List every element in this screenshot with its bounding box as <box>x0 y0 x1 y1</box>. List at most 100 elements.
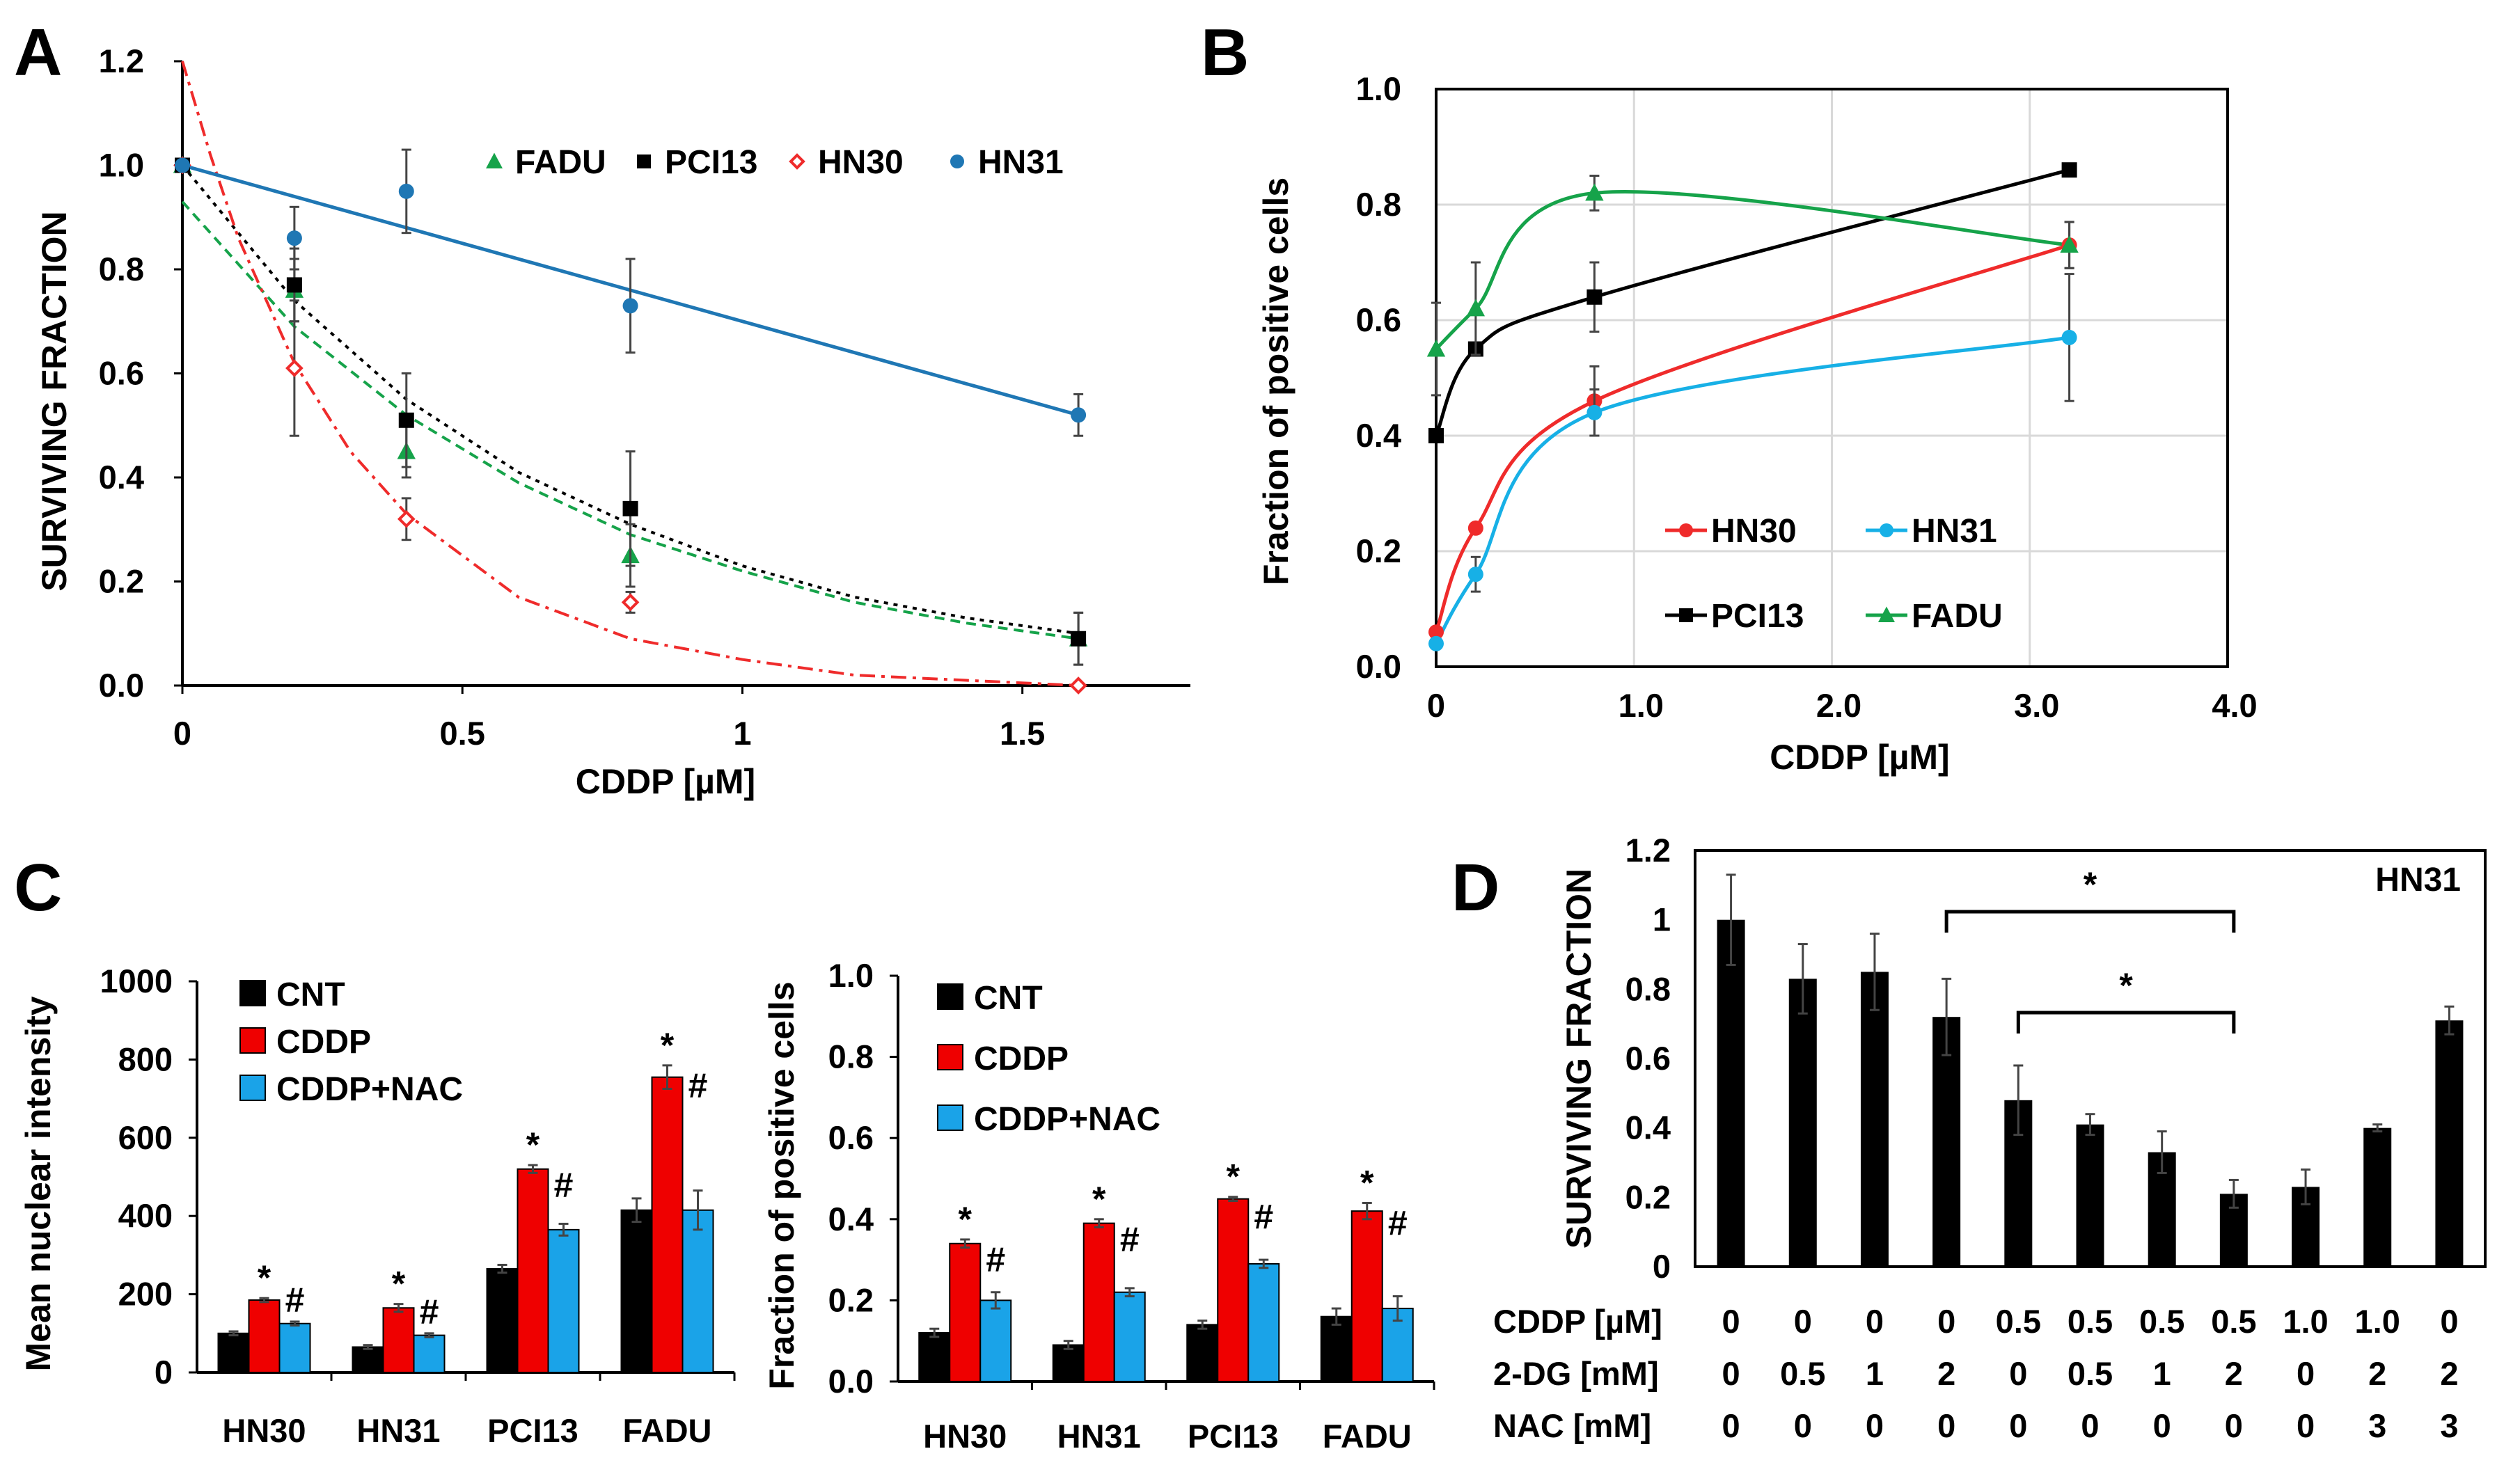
data-point <box>2061 162 2077 178</box>
y-tick-label: 0.2 <box>99 563 144 600</box>
bar <box>413 1334 446 1373</box>
bar <box>547 1228 580 1373</box>
bar <box>949 1242 982 1383</box>
y-tick-label: 200 <box>118 1276 173 1313</box>
condition-value: 3 <box>2368 1407 2386 1444</box>
data-point <box>286 230 302 246</box>
data-point <box>1071 407 1087 423</box>
bar <box>486 1268 519 1373</box>
bar <box>1932 1017 1961 1267</box>
y-axis-label: SURVIVING FRACTION <box>1559 869 1598 1249</box>
bar <box>2363 1127 2392 1267</box>
y-tick-label: 0.4 <box>99 459 144 496</box>
y-tick-label: 0 <box>1653 1248 1671 1285</box>
x-tick-label: 1 <box>733 715 751 752</box>
condition-value: 0.5 <box>1996 1303 2041 1340</box>
legend-label: CDDP+NAC <box>276 1071 463 1108</box>
bar <box>2435 1020 2464 1267</box>
data-point <box>1467 520 1483 536</box>
category-label: HN30 <box>923 1418 1007 1455</box>
bar <box>352 1346 384 1373</box>
y-tick-label: 0.8 <box>99 251 144 287</box>
y-tick-label: 0.4 <box>1356 417 1401 454</box>
y-tick-label: 0.0 <box>1356 648 1401 685</box>
legend-label: CDDP <box>974 1040 1069 1077</box>
category-label: HN31 <box>356 1412 440 1449</box>
bar <box>248 1299 281 1374</box>
condition-value: 0 <box>2081 1407 2099 1444</box>
condition-value: 0 <box>2009 1407 2027 1444</box>
data-point <box>1466 299 1486 317</box>
legend-marker <box>637 155 651 168</box>
fit-line <box>181 61 1079 687</box>
condition-value: 2 <box>1937 1355 1955 1392</box>
legend-label: FADU <box>515 144 606 181</box>
condition-value: 0 <box>2225 1407 2243 1444</box>
category-label: FADU <box>1323 1418 1412 1455</box>
bar <box>918 1332 951 1383</box>
x-tick-label: 2.0 <box>1816 687 1861 724</box>
data-point <box>397 509 416 528</box>
bar <box>1860 972 1889 1267</box>
condition-value: 0 <box>2009 1355 2027 1392</box>
condition-value: 0.5 <box>2068 1303 2113 1340</box>
y-tick-label: 0.4 <box>1625 1109 1671 1146</box>
y-tick-label: 0 <box>155 1354 173 1391</box>
chart-c-fraction: 0.0 0.2 0.4 0.6 0.8 1.0 HN30 * # HN31 * # PCI13 * # FAD… <box>762 957 1435 1455</box>
data-point <box>1069 676 1087 695</box>
y-tick-label: 1.2 <box>1625 832 1671 869</box>
bar <box>2076 1124 2104 1267</box>
legend-label: PCI13 <box>665 144 757 181</box>
series-line <box>1435 189 2070 351</box>
bar <box>979 1299 1012 1383</box>
y-tick-label: 0.8 <box>828 1038 874 1075</box>
bar <box>1247 1262 1280 1383</box>
category-label: PCI13 <box>487 1412 578 1449</box>
chart-d: 0 0.2 0.4 0.6 0.8 1 1.2 SURVIVING FRACTION HN31 *… <box>1493 832 2487 1444</box>
condition-value: 1 <box>2153 1355 2171 1392</box>
significance-hash: # <box>688 1066 708 1105</box>
condition-value: 0.5 <box>2139 1303 2184 1340</box>
data-point <box>621 593 640 612</box>
condition-value: 2 <box>2368 1355 2386 1392</box>
bar <box>278 1322 311 1373</box>
bar <box>1717 919 1745 1267</box>
y-tick-label: 0.8 <box>1625 970 1671 1007</box>
condition-value: 0 <box>1794 1407 1812 1444</box>
x-tick-label: 0 <box>1427 687 1445 724</box>
legend-swatch <box>239 980 266 1006</box>
y-axis-label: Fraction of positive cells <box>762 981 801 1389</box>
significance-star: * <box>2119 966 2133 1005</box>
y-tick-label: 1.0 <box>828 957 874 994</box>
y-tick-label: 0.6 <box>99 355 144 392</box>
significance-hash: # <box>285 1281 305 1320</box>
legend-marker <box>950 155 964 168</box>
series-line <box>1434 168 2070 437</box>
condition-value: 0 <box>2153 1407 2171 1444</box>
data-point <box>1426 339 1446 357</box>
panel-label-a: A <box>14 15 62 90</box>
legend-swatch <box>239 1027 266 1054</box>
significance-bracket <box>1944 910 2236 933</box>
data-point <box>1585 183 1604 201</box>
legend-label: CDDP+NAC <box>974 1101 1160 1138</box>
condition-value: 0 <box>2440 1303 2458 1340</box>
y-tick-label: 1.2 <box>99 42 144 79</box>
bar <box>1113 1291 1146 1382</box>
data-point <box>285 359 304 377</box>
legend-label: CDDP <box>276 1024 371 1061</box>
category-label: HN31 <box>1057 1418 1141 1455</box>
significance-hash: # <box>1120 1220 1140 1259</box>
fit-line <box>181 164 1079 635</box>
legend-label: FADU <box>1912 598 2003 635</box>
condition-value: 0 <box>1794 1303 1812 1340</box>
legend-swatch <box>239 1075 266 1101</box>
legend-swatch <box>937 1044 963 1070</box>
condition-row-label: CDDP [µM] <box>1493 1303 1662 1340</box>
y-axis-label: SURVIVING FRACTION <box>35 211 74 591</box>
bar <box>517 1168 549 1373</box>
y-tick-label: 0.2 <box>1356 532 1401 569</box>
significance-bracket <box>2016 1011 2236 1034</box>
significance-star: * <box>661 1026 675 1065</box>
condition-row-label: 2-DG [mM] <box>1493 1355 1659 1392</box>
